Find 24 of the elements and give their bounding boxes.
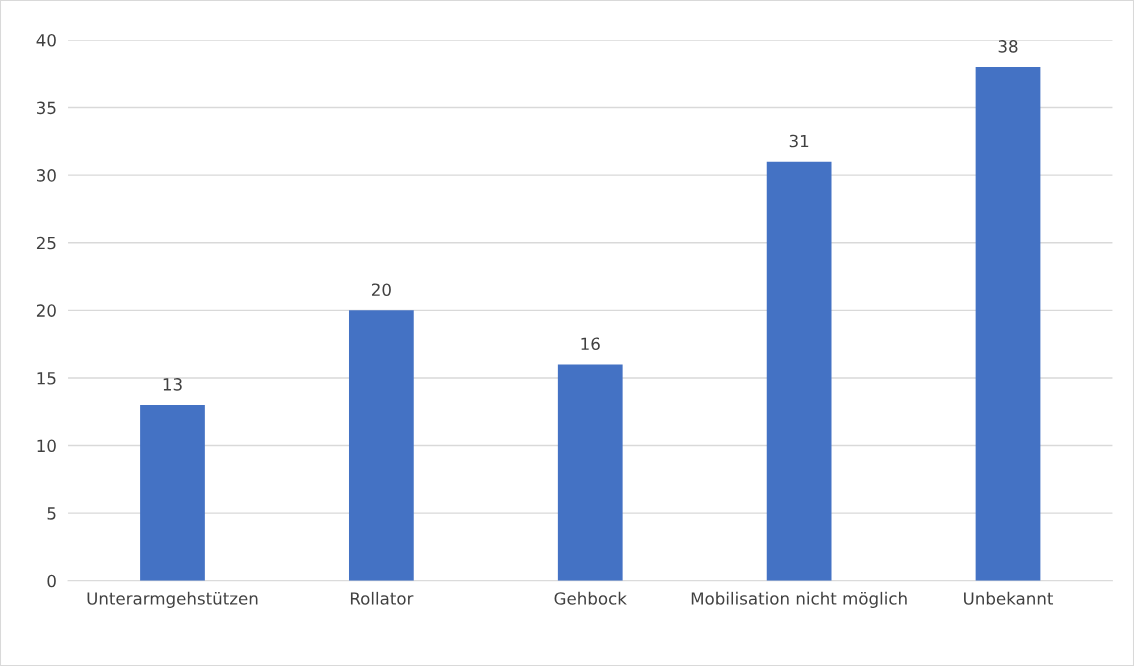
bar [766, 161, 832, 581]
y-tick-label: 0 [47, 574, 56, 588]
data-label: 16 [581, 337, 600, 351]
x-tick-label: Unbekannt [964, 591, 1054, 605]
bar [975, 67, 1041, 581]
y-tick-label: 30 [36, 169, 56, 182]
x-tick-label: Gehbock [554, 591, 627, 605]
bar [140, 404, 205, 581]
bar [348, 310, 414, 581]
y-tick-label: 40 [36, 33, 56, 47]
x-tick-label: Mobilisation nicht möglich [691, 591, 907, 608]
y-tick-label: 25 [36, 236, 56, 250]
y-tick-label: 20 [36, 304, 56, 317]
x-tick-label: Unterarmgehstützen [87, 591, 258, 608]
data-label: 13 [163, 378, 182, 391]
y-tick-label: 35 [36, 101, 56, 115]
data-label: 31 [789, 134, 809, 148]
data-label: 38 [998, 40, 1018, 53]
y-tick-label: 10 [37, 439, 56, 453]
x-tick-label: Rollator [350, 591, 414, 605]
bar [557, 364, 623, 581]
y-tick-label: 5 [47, 507, 56, 520]
data-label: 20 [371, 283, 391, 297]
y-tick-label: 15 [37, 372, 56, 385]
